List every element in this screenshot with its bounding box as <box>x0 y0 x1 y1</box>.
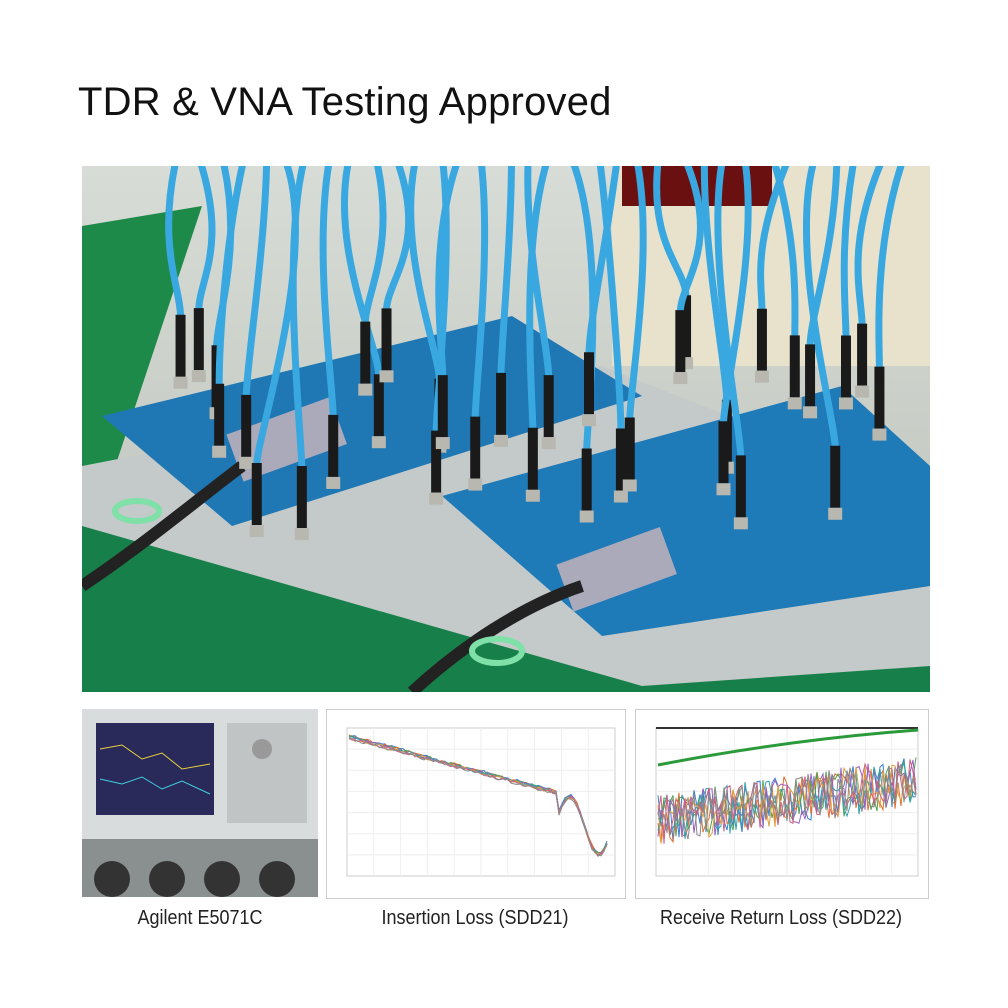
coax-cable <box>165 166 185 317</box>
sma-connector <box>294 528 309 541</box>
coax-cable <box>524 166 553 378</box>
return-loss-trace <box>657 759 917 844</box>
sma-connector <box>212 445 227 458</box>
return-loss-chart-thumbnail <box>635 709 929 899</box>
caption-vna: Agilent E5071C <box>137 907 263 929</box>
coax-cable <box>435 166 460 378</box>
sma-connector <box>525 489 540 502</box>
sma-connector <box>803 406 818 419</box>
sma-connector <box>371 436 386 449</box>
sma-connector <box>326 476 341 489</box>
coax-cables <box>165 166 905 541</box>
coax-cable <box>757 166 790 311</box>
dac-cable-left <box>82 461 246 591</box>
dac-cable-right <box>407 580 584 692</box>
sma-connector <box>787 397 802 410</box>
vna-screen <box>96 723 214 815</box>
coax-cable <box>383 166 413 311</box>
coax-cable <box>215 166 246 386</box>
coax-cable <box>319 166 337 417</box>
sma-connector <box>541 437 556 450</box>
coax-cable <box>676 166 704 313</box>
coax-cable <box>585 166 620 355</box>
sma-connector <box>249 525 264 538</box>
coax-cable <box>626 166 647 420</box>
coax-cable <box>714 166 745 458</box>
sma-connector <box>581 414 596 427</box>
return-loss-trace <box>657 762 917 839</box>
sma-connector <box>828 507 843 520</box>
coax-cable <box>596 166 625 431</box>
coax-cable <box>840 166 857 338</box>
sma-connector <box>716 483 731 496</box>
coax-cable <box>242 166 270 397</box>
coax-cable <box>526 166 550 430</box>
sma-connector <box>191 370 206 383</box>
caption-return-loss: Receive Return Loss (SDD22) <box>659 907 903 929</box>
coax-cable <box>806 166 841 347</box>
limit-mask-trace <box>657 728 919 767</box>
sma-connector <box>733 517 748 530</box>
sfp-module-right <box>556 526 677 612</box>
sma-connector <box>494 434 509 447</box>
test-setup-photo <box>82 166 930 692</box>
coax-cable <box>720 166 752 424</box>
sma-connector <box>838 397 853 410</box>
sma-connector <box>435 437 450 450</box>
coax-cable <box>854 166 884 326</box>
coax-cable <box>195 166 216 311</box>
coax-cable <box>471 166 489 419</box>
sma-connector <box>173 376 188 389</box>
sma-connector <box>358 383 373 396</box>
coax-cable <box>497 166 515 375</box>
sma-connector <box>579 510 594 523</box>
return-loss-trace <box>657 763 917 840</box>
insertion-loss-trace <box>348 734 608 854</box>
insertion-loss-chart-thumbnail <box>326 709 626 899</box>
coax-cable <box>253 166 299 466</box>
pull-tab-right <box>469 636 525 666</box>
insertion-loss-trace <box>348 735 608 854</box>
coax-cable <box>340 166 383 377</box>
insertion-loss-trace <box>348 734 608 855</box>
sma-connector <box>379 370 394 383</box>
pull-tab-left <box>112 498 162 524</box>
return-loss-trace <box>657 757 917 837</box>
sma-connector <box>673 372 688 385</box>
sma-connector <box>613 490 628 503</box>
coax-cable <box>361 166 387 324</box>
sma-connector <box>754 370 769 383</box>
sma-connector <box>872 428 887 441</box>
sma-connector <box>468 478 483 491</box>
sma-connector <box>855 385 870 398</box>
vna-instrument-thumbnail <box>82 709 318 897</box>
page-title: TDR & VNA Testing Approved <box>78 80 612 124</box>
sma-connector <box>429 492 444 505</box>
sma-connector <box>239 456 254 469</box>
coax-cable <box>289 166 307 469</box>
insertion-loss-trace <box>348 737 608 857</box>
coax-cable <box>875 166 905 369</box>
caption-insertion-loss: Insertion Loss (SDD21) <box>381 907 569 929</box>
sma-connector <box>622 479 637 492</box>
